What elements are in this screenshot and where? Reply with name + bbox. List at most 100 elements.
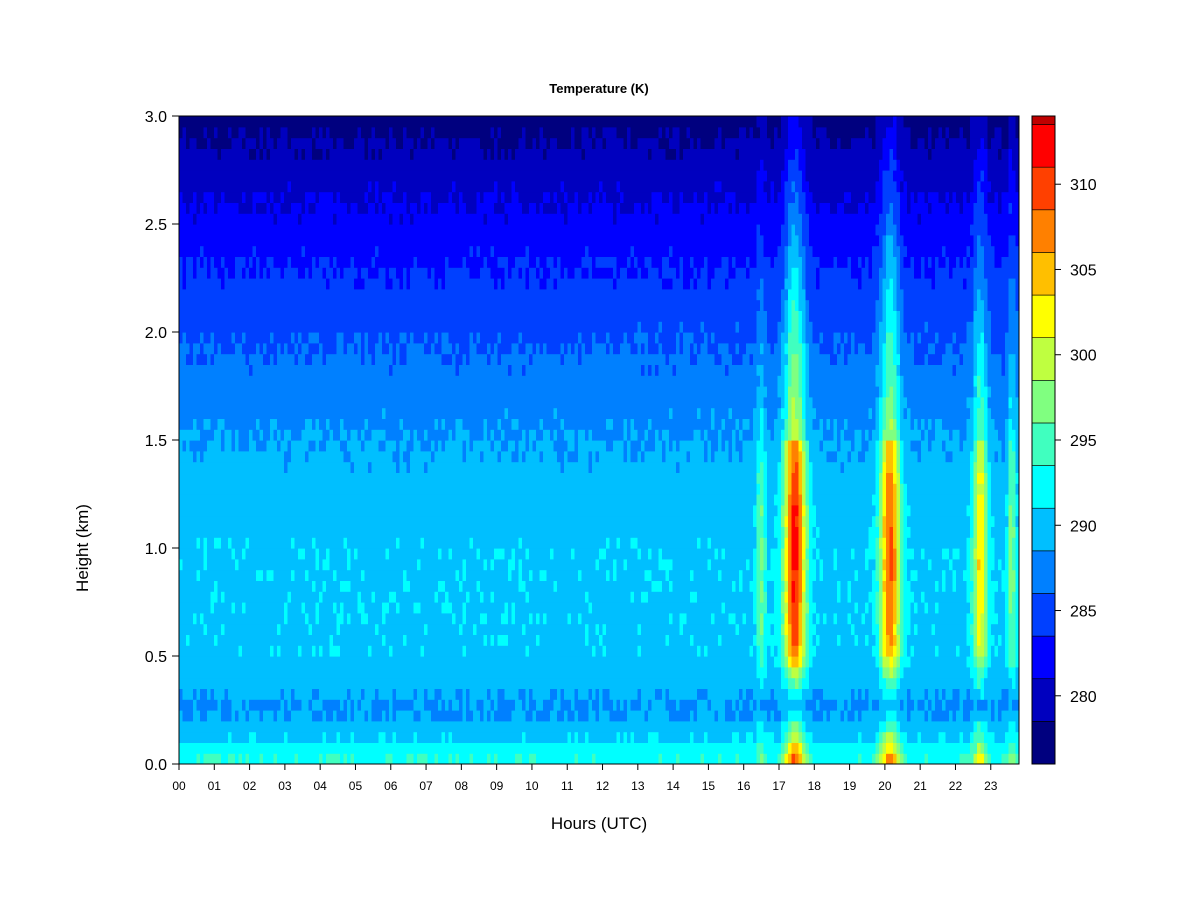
heat-cell (217, 526, 222, 538)
heat-cell (399, 159, 404, 171)
heat-cell (406, 429, 411, 441)
heat-cell (420, 580, 425, 592)
heat-cell (263, 753, 268, 764)
heat-cell (382, 407, 387, 419)
heat-cell (245, 548, 250, 560)
heat-cell (266, 656, 271, 668)
heat-cell (280, 461, 285, 473)
heat-cell (305, 364, 310, 376)
heat-cell (291, 245, 296, 257)
heat-cell (189, 450, 194, 463)
heat-cell (343, 288, 348, 301)
heat-cell (221, 526, 226, 538)
heat-cell (350, 202, 355, 214)
heat-cell (308, 688, 313, 700)
heat-cell (424, 170, 429, 182)
heat-cell (326, 699, 331, 711)
heat-cell (189, 116, 194, 128)
heat-cell (382, 353, 387, 365)
heat-cell (322, 677, 327, 689)
heat-cell (445, 537, 450, 549)
heat-cell (228, 645, 233, 657)
heat-cell (294, 256, 299, 268)
heat-cell (375, 612, 380, 625)
heat-cell (214, 666, 219, 679)
heat-cell (196, 159, 201, 171)
heat-cell (452, 375, 457, 387)
heat-cell (245, 569, 250, 581)
heat-cell (221, 623, 226, 635)
heat-cell (347, 386, 352, 398)
heat-cell (354, 267, 359, 279)
heat-cell (406, 310, 411, 322)
heat-cell (340, 688, 345, 700)
heat-cell (326, 148, 331, 160)
heat-cell (448, 321, 453, 333)
heat-cell (179, 558, 184, 571)
heat-cell (305, 645, 310, 657)
heat-cell (301, 116, 306, 128)
heat-cell (280, 310, 285, 322)
heat-cell (431, 267, 436, 279)
heat-cell (361, 353, 366, 365)
heat-cell (357, 612, 362, 625)
heat-cell (301, 407, 306, 419)
heat-cell (298, 634, 303, 646)
heat-cell (182, 656, 187, 668)
heat-cell (378, 548, 383, 560)
heat-cell (357, 580, 362, 592)
heat-cell (424, 429, 429, 441)
heat-cell (336, 602, 341, 614)
heat-cell (322, 202, 327, 214)
heat-cell (410, 234, 415, 247)
heat-cell (417, 472, 422, 484)
heat-cell (315, 202, 320, 214)
heat-cell (263, 126, 268, 139)
heat-cell (259, 386, 264, 398)
heat-cell (298, 126, 303, 139)
heat-cell (231, 450, 236, 463)
heat-cell (193, 742, 198, 754)
heat-cell (203, 753, 208, 764)
heat-cell (396, 288, 401, 301)
heat-cell (196, 332, 201, 344)
heat-cell (368, 677, 373, 689)
heat-cell (350, 116, 355, 128)
heat-cell (420, 245, 425, 257)
heat-cell (182, 548, 187, 560)
heat-cell (252, 159, 257, 171)
heat-cell (361, 321, 366, 333)
heat-cell (427, 472, 432, 484)
heat-cell (403, 170, 408, 182)
heat-cell (228, 170, 233, 182)
heat-cell (448, 386, 453, 398)
heat-cell (291, 202, 296, 214)
heat-cell (210, 386, 215, 398)
heat-cell (294, 429, 299, 441)
heat-cell (392, 612, 397, 625)
heat-cell (235, 569, 240, 581)
heat-cell (340, 170, 345, 182)
heat-cell (455, 699, 460, 711)
heat-cell (287, 569, 292, 581)
heat-cell (301, 375, 306, 387)
heat-cell (371, 472, 376, 484)
heat-cell (200, 191, 205, 203)
heat-cell (259, 591, 264, 603)
heat-cell (193, 450, 198, 463)
heat-cell (182, 148, 187, 160)
heat-cell (221, 720, 226, 733)
heat-cell (186, 450, 191, 463)
heat-cell (221, 450, 226, 463)
heat-cell (368, 364, 373, 376)
heat-cell (305, 137, 310, 149)
heat-cell (452, 537, 457, 549)
heat-cell (455, 224, 460, 236)
heat-cell (459, 720, 464, 733)
heat-cell (284, 634, 289, 646)
heat-cell (445, 137, 450, 149)
heat-cell (305, 191, 310, 203)
heat-cell (259, 494, 264, 506)
heat-cell (354, 396, 359, 409)
heat-cell (448, 483, 453, 495)
